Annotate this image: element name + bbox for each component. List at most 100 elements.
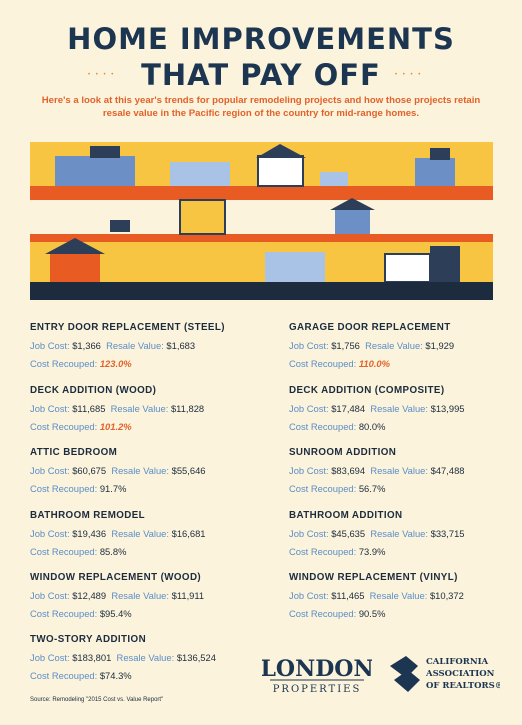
job-cost-label: Job Cost:	[289, 403, 329, 414]
job-cost-label: Job Cost:	[289, 528, 329, 539]
decorative-dots-right: • • • •	[395, 72, 423, 78]
california-realtors-logo: CALIFORNIA ASSOCIATION OF REALTORS®	[390, 656, 500, 692]
job-cost-value: $11,465	[331, 590, 365, 601]
recouped-row: Cost Recouped: 110.0%	[289, 358, 509, 369]
recouped-row: Cost Recouped: $95.4%	[30, 608, 250, 619]
cost-recouped-value: $95.4%	[99, 608, 132, 619]
cost-row: Job Cost: $11,685 Resale Value: $11,828	[30, 403, 250, 414]
project-title: TWO-STORY ADDITION	[30, 634, 147, 645]
project-card: SUNROOM ADDITION Job Cost: $83,694 Resale…	[289, 447, 509, 494]
job-cost-label: Job Cost:	[30, 465, 70, 476]
project-title: DECK ADDITION (WOOD)	[30, 385, 157, 396]
project-card: GARAGE DOOR REPLACEMENT Job Cost: $1,756 …	[289, 322, 509, 369]
resale-value: $47,488	[430, 465, 465, 476]
svg-text:OF REALTORS®: OF REALTORS®	[426, 681, 500, 691]
project-card: WINDOW REPLACEMENT (WOOD) Job Cost: $12,4…	[30, 572, 250, 619]
recouped-row: Cost Recouped: 56.7%	[289, 483, 509, 494]
cost-row: Job Cost: $1,756 Resale Value: $1,929	[289, 340, 509, 351]
resale-value-label: Resale Value:	[370, 528, 429, 539]
resale-value: $11,828	[170, 403, 205, 414]
job-cost-value: $183,801	[72, 652, 112, 663]
cost-recouped-value: 101.2%	[99, 421, 132, 432]
job-cost-label: Job Cost:	[30, 590, 70, 601]
cost-row: Job Cost: $11,465 Resale Value: $10,372	[289, 590, 509, 601]
page-title-line1: HOME IMPROVEMENTS	[67, 22, 455, 56]
cost-recouped-value: 73.9%	[358, 546, 386, 557]
resale-value-label: Resale Value:	[369, 590, 428, 601]
recouped-row: Cost Recouped: 123.0%	[30, 358, 250, 369]
svg-text:LONDON: LONDON	[262, 656, 372, 682]
resale-value-label: Resale Value:	[106, 340, 164, 351]
resale-value: $33,715	[430, 528, 465, 539]
cost-recouped-label: Cost Recouped:	[30, 608, 98, 619]
cost-row: Job Cost: $183,801 Resale Value: $136,52…	[30, 652, 250, 663]
resale-value-label: Resale Value:	[110, 403, 169, 414]
resale-value: $136,524	[176, 652, 216, 663]
cost-recouped-value: 80.0%	[358, 421, 386, 432]
cost-recouped-value: 110.0%	[358, 358, 390, 369]
cost-recouped-value: 90.5%	[358, 608, 386, 619]
project-card: WINDOW REPLACEMENT (VINYL) Job Cost: $11,…	[289, 572, 509, 619]
project-card: BATHROOM ADDITION Job Cost: $45,635 Resal…	[289, 510, 509, 557]
project-title: ENTRY DOOR REPLACEMENT (STEEL)	[30, 322, 225, 333]
cost-recouped-value: 91.7%	[99, 483, 127, 494]
cost-row: Job Cost: $19,436 Resale Value: $16,681	[30, 528, 250, 539]
project-title: WINDOW REPLACEMENT (WOOD)	[30, 572, 202, 583]
cost-recouped-value: 56.7%	[358, 483, 386, 494]
recouped-row: Cost Recouped: $74.3%	[30, 670, 250, 681]
svg-text:ASSOCIATION: ASSOCIATION	[425, 669, 495, 679]
page-title-line2: THAT PAY OFF	[141, 58, 381, 92]
job-cost-value: $12,489	[72, 590, 107, 601]
job-cost-value: $1,756	[331, 340, 360, 351]
resale-value-label: Resale Value:	[365, 340, 423, 351]
resale-value: $16,681	[171, 528, 206, 539]
resale-value-label: Resale Value:	[370, 465, 429, 476]
project-card: BATHROOM REMODEL Job Cost: $19,436 Resale…	[30, 510, 250, 557]
project-title: WINDOW REPLACEMENT (VINYL)	[289, 572, 458, 583]
job-cost-value: $17,484	[331, 403, 366, 414]
job-cost-label: Job Cost:	[289, 340, 329, 351]
cost-row: Job Cost: $45,635 Resale Value: $33,715	[289, 528, 509, 539]
cost-recouped-value: $74.3%	[99, 670, 132, 681]
resale-value-label: Resale Value:	[370, 403, 429, 414]
source-note: Source: Remodeling "2015 Cost vs. Value …	[30, 697, 164, 703]
cost-recouped-label: Cost Recouped:	[289, 358, 357, 369]
intro-text: Here's a look at this year's trends for …	[41, 95, 481, 119]
recouped-row: Cost Recouped: 91.7%	[30, 483, 250, 494]
cost-recouped-value: 123.0%	[99, 358, 132, 369]
job-cost-label: Job Cost:	[30, 340, 70, 351]
resale-value-label: Resale Value:	[111, 528, 170, 539]
job-cost-value: $1,366	[72, 340, 101, 351]
resale-value: $13,995	[430, 403, 465, 414]
cost-recouped-label: Cost Recouped:	[30, 421, 98, 432]
cost-recouped-value: 85.8%	[99, 546, 127, 557]
job-cost-label: Job Cost:	[289, 590, 329, 601]
job-cost-value: $45,635	[331, 528, 366, 539]
project-title: DECK ADDITION (COMPOSITE)	[289, 385, 445, 396]
resale-value-label: Resale Value:	[111, 590, 170, 601]
project-title: ATTIC BEDROOM	[30, 447, 118, 458]
resale-value-label: Resale Value:	[111, 465, 170, 476]
cost-recouped-label: Cost Recouped:	[30, 358, 98, 369]
cost-recouped-label: Cost Recouped:	[289, 546, 357, 557]
resale-value: $11,911	[171, 590, 205, 601]
job-cost-label: Job Cost:	[30, 528, 70, 539]
project-title: SUNROOM ADDITION	[289, 447, 397, 458]
cost-row: Job Cost: $17,484 Resale Value: $13,995	[289, 403, 509, 414]
job-cost-value: $11,685	[72, 403, 106, 414]
job-cost-label: Job Cost:	[30, 403, 70, 414]
job-cost-value: $83,694	[331, 465, 366, 476]
cost-recouped-label: Cost Recouped:	[289, 421, 357, 432]
cost-row: Job Cost: $83,694 Resale Value: $47,488	[289, 465, 509, 476]
job-cost-value: $60,675	[72, 465, 107, 476]
cost-recouped-label: Cost Recouped:	[289, 483, 357, 494]
recouped-row: Cost Recouped: 85.8%	[30, 546, 250, 557]
project-card: DECK ADDITION (WOOD) Job Cost: $11,685 Re…	[30, 385, 250, 432]
recouped-row: Cost Recouped: 90.5%	[289, 608, 509, 619]
resale-value: $10,372	[429, 590, 464, 601]
cost-recouped-label: Cost Recouped:	[30, 546, 98, 557]
recouped-row: Cost Recouped: 101.2%	[30, 421, 250, 432]
cost-recouped-label: Cost Recouped:	[30, 670, 98, 681]
job-cost-label: Job Cost:	[289, 465, 329, 476]
project-title: GARAGE DOOR REPLACEMENT	[289, 322, 451, 333]
